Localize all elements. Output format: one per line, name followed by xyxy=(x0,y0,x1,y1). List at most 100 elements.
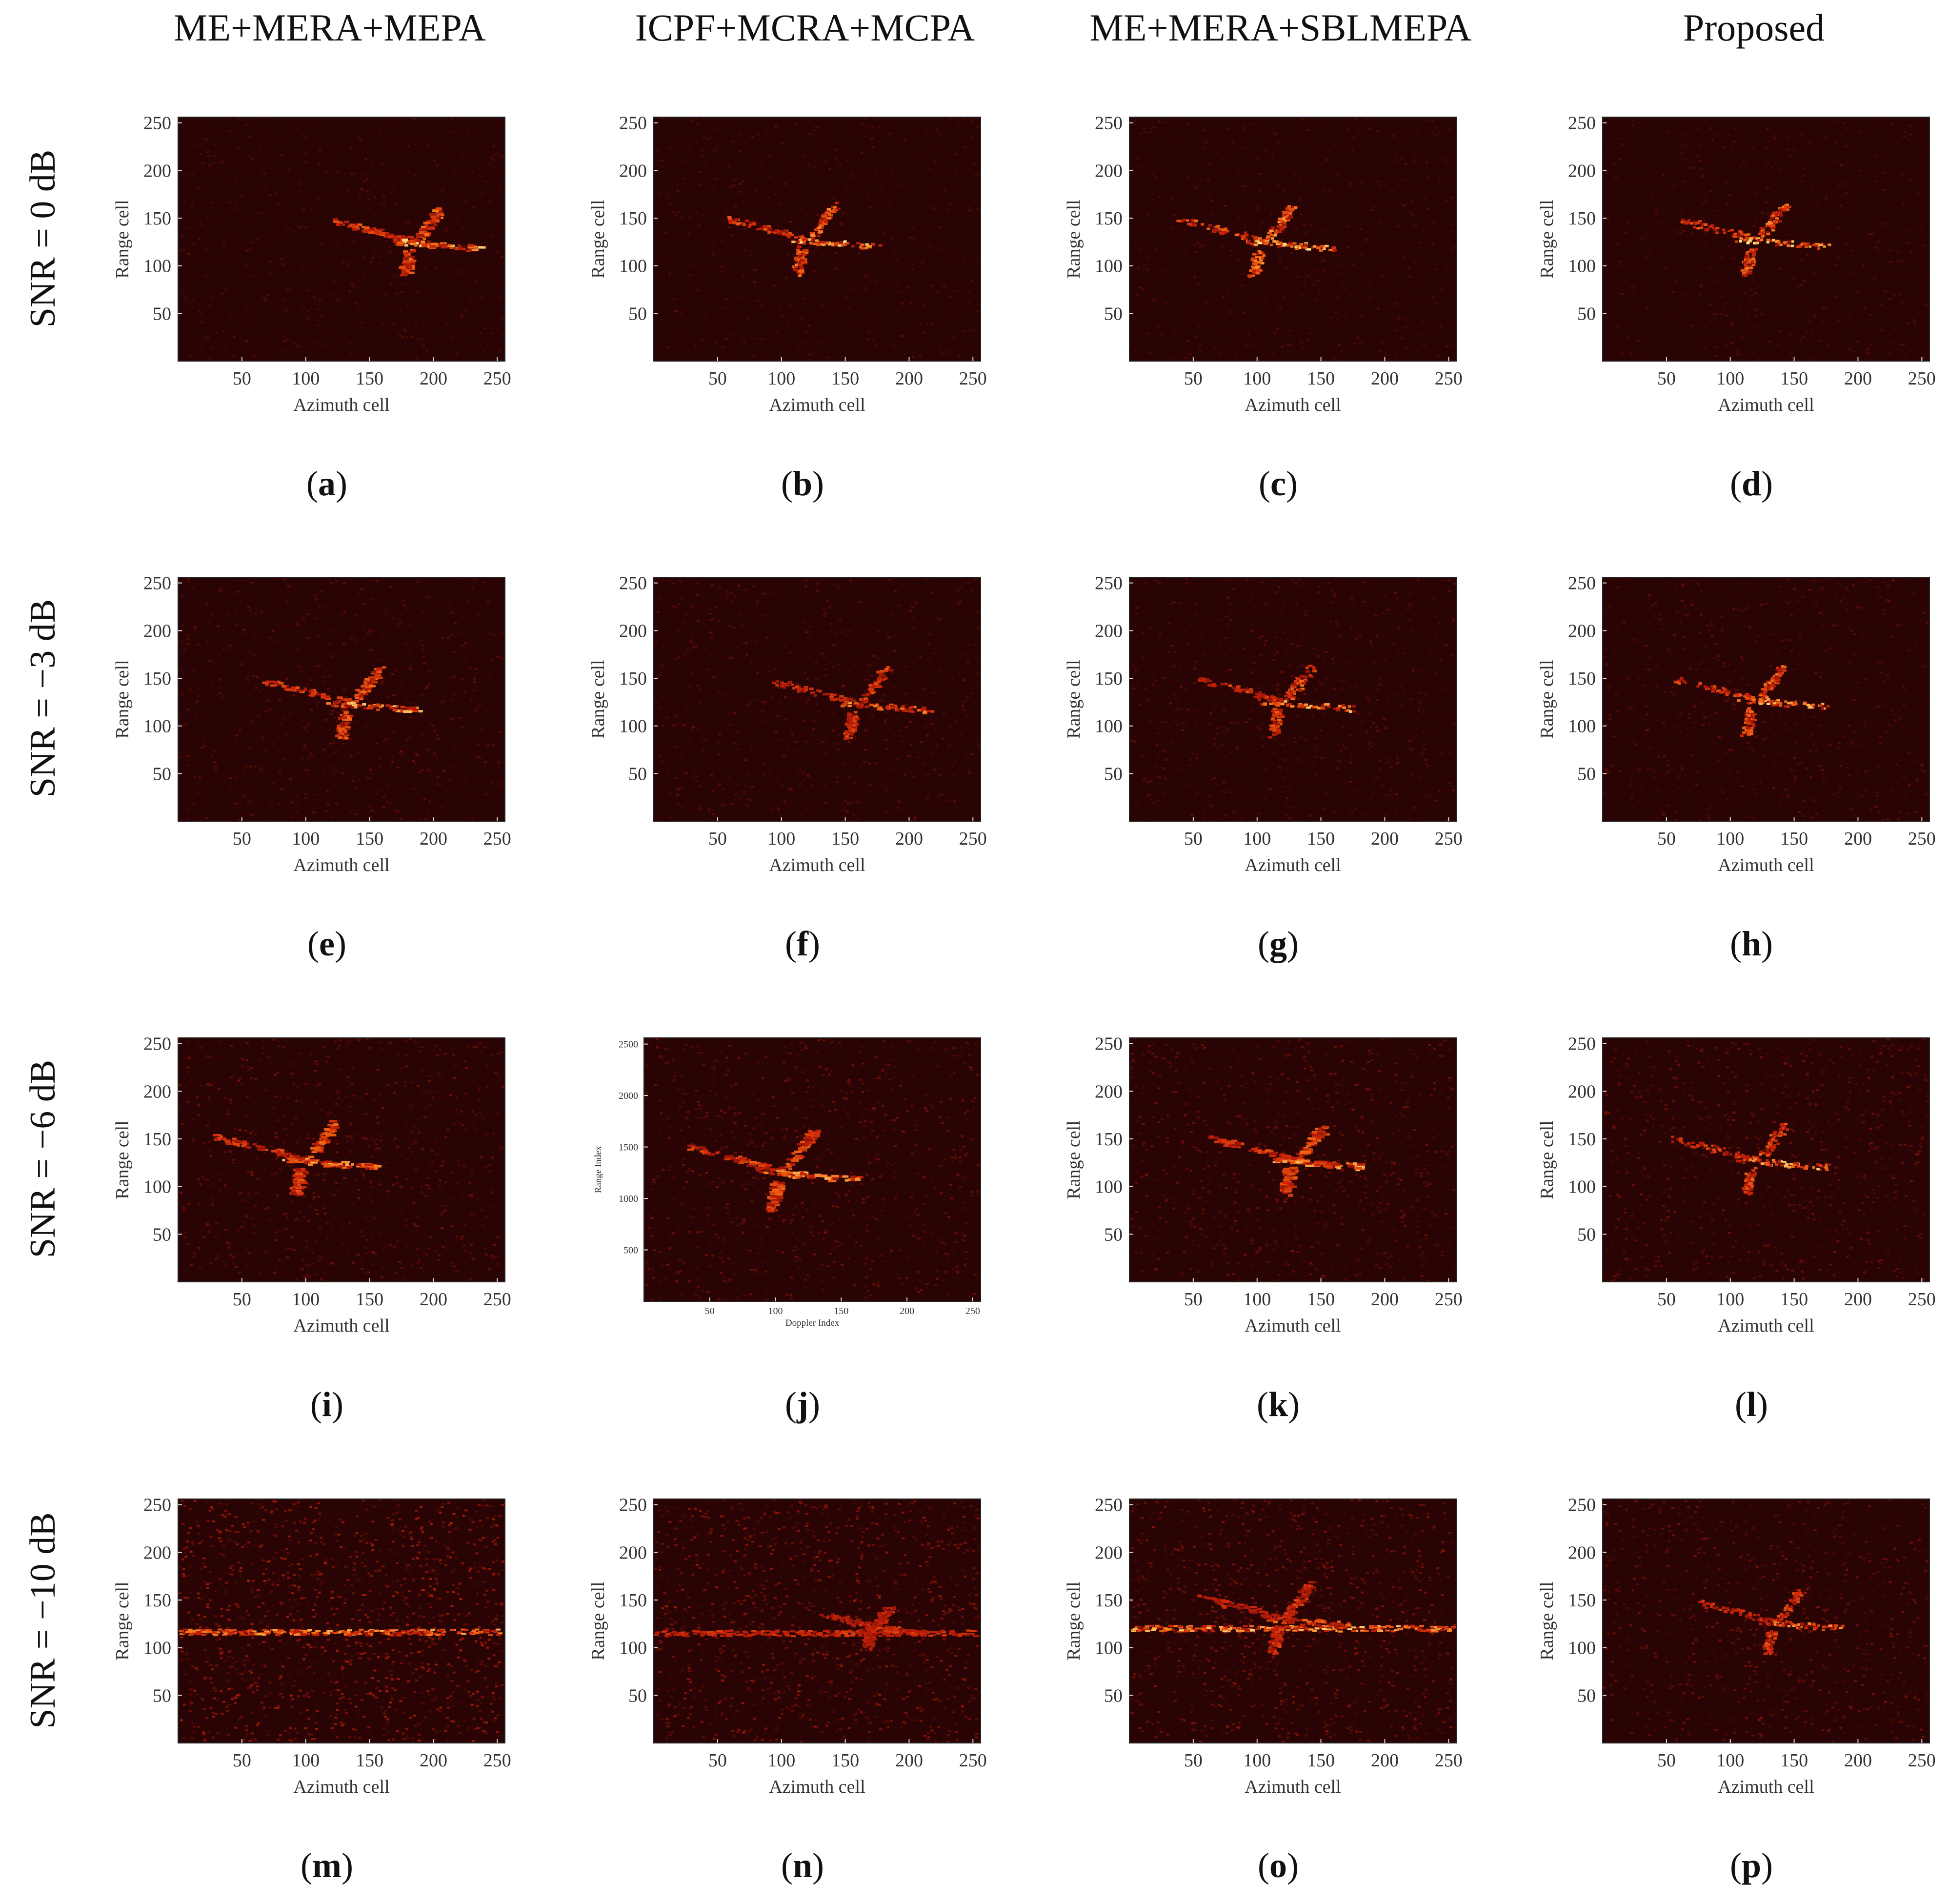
y-tick-label: 200 xyxy=(143,621,171,641)
x-tick-label: 50 xyxy=(233,829,251,849)
column-title: ICPF+MCRA+MCPA xyxy=(585,6,1025,50)
x-tick-label: 50 xyxy=(1657,829,1676,849)
y-tick-label: 50 xyxy=(153,304,171,324)
subfigure-letter: n xyxy=(793,1846,812,1885)
y-tick-label: 100 xyxy=(143,1177,171,1197)
x-tick-label: 200 xyxy=(420,368,447,389)
subfigure-letter: k xyxy=(1268,1385,1288,1424)
x-axis-title: Azimuth cell xyxy=(1718,855,1814,875)
heatmap-background xyxy=(654,1499,981,1743)
y-axis-title: Range cell xyxy=(1537,1581,1557,1660)
x-axis-title: Azimuth cell xyxy=(769,1777,865,1797)
y-tick-label: 200 xyxy=(1568,161,1596,181)
y-axis-title: Range cell xyxy=(1537,660,1557,738)
y-tick-label: 50 xyxy=(628,1685,647,1706)
x-tick-label: 100 xyxy=(292,829,320,849)
x-tick-label: 200 xyxy=(1844,1750,1872,1771)
y-tick-label: 50 xyxy=(1104,1224,1123,1245)
subfigure-label: (a) xyxy=(254,464,400,504)
heatmap-background xyxy=(644,1038,981,1301)
y-tick-label: 100 xyxy=(1095,1177,1123,1197)
subfigure-letter: o xyxy=(1269,1846,1287,1885)
x-tick-label: 150 xyxy=(831,368,859,389)
heatmap-background xyxy=(1603,117,1929,361)
y-tick-label: 50 xyxy=(1104,764,1123,784)
subfigure-letter: j xyxy=(797,1385,808,1424)
x-tick-label: 100 xyxy=(1716,368,1744,389)
y-tick-label: 50 xyxy=(1104,304,1123,324)
x-axis-title: Azimuth cell xyxy=(1718,1777,1814,1797)
subfigure-letter: d xyxy=(1742,464,1761,503)
x-tick-label: 50 xyxy=(705,1306,715,1317)
subfigure-label: (h) xyxy=(1678,924,1825,964)
x-tick-label: 150 xyxy=(356,1289,383,1310)
x-tick-label: 200 xyxy=(895,1750,923,1771)
subfigure-label: (f) xyxy=(729,924,876,964)
y-tick-label: 250 xyxy=(1095,1495,1123,1516)
x-tick-label: 200 xyxy=(1844,829,1872,849)
x-tick-label: 150 xyxy=(834,1306,848,1317)
y-tick-label: 50 xyxy=(153,1685,171,1706)
x-tick-label: 150 xyxy=(1780,1289,1808,1310)
x-tick-label: 100 xyxy=(1716,1289,1744,1310)
y-tick-label: 200 xyxy=(1568,1542,1596,1563)
subfigure-letter: i xyxy=(322,1385,332,1424)
y-tick-label: 150 xyxy=(619,668,647,689)
x-tick-label: 250 xyxy=(1908,1750,1936,1771)
y-axis-title: Range Index xyxy=(593,1146,603,1193)
x-tick-label: 250 xyxy=(483,829,511,849)
x-tick-label: 200 xyxy=(1371,1289,1399,1310)
x-tick-label: 50 xyxy=(1184,829,1203,849)
x-axis-title: Azimuth cell xyxy=(293,855,389,875)
x-tick-label: 200 xyxy=(1844,368,1872,389)
y-tick-label: 150 xyxy=(143,1590,171,1611)
y-axis-title: Range cell xyxy=(588,1581,608,1660)
y-axis-title: Range cell xyxy=(1537,200,1557,278)
x-tick-label: 150 xyxy=(1780,368,1808,389)
x-axis-title: Azimuth cell xyxy=(1718,1316,1814,1336)
y-axis-title: Range cell xyxy=(1064,200,1084,278)
x-tick-label: 250 xyxy=(1435,1750,1463,1771)
subfigure-label: (i) xyxy=(254,1384,400,1425)
y-tick-label: 50 xyxy=(1577,1224,1596,1245)
column-title: ME+MERA+MEPA xyxy=(110,6,549,50)
x-tick-label: 100 xyxy=(767,829,795,849)
x-tick-label: 100 xyxy=(292,1750,320,1771)
subfigure-letter: p xyxy=(1742,1846,1761,1885)
y-tick-label: 250 xyxy=(619,573,647,594)
x-tick-label: 100 xyxy=(292,368,320,389)
y-tick-label: 100 xyxy=(1568,1638,1596,1659)
y-tick-label: 100 xyxy=(143,1638,171,1659)
column-title: ME+MERA+SBLMEPA xyxy=(1061,6,1500,50)
x-axis-title: Azimuth cell xyxy=(1245,855,1341,875)
y-tick-label: 150 xyxy=(143,208,171,229)
y-tick-label: 50 xyxy=(1104,1685,1123,1706)
x-tick-label: 150 xyxy=(1307,368,1335,389)
x-tick-label: 200 xyxy=(1371,1750,1399,1771)
x-tick-label: 150 xyxy=(1307,829,1335,849)
x-tick-label: 250 xyxy=(959,829,987,849)
y-tick-label: 50 xyxy=(153,1224,171,1245)
y-tick-label: 250 xyxy=(1568,1495,1596,1516)
x-tick-label: 150 xyxy=(1307,1750,1335,1771)
heatmap-background xyxy=(178,117,505,361)
subfigure-label: (m) xyxy=(254,1845,400,1886)
subfigure-letter: g xyxy=(1269,924,1287,963)
x-tick-label: 200 xyxy=(895,368,923,389)
y-axis-title: Range cell xyxy=(1064,1581,1084,1660)
y-tick-label: 100 xyxy=(1095,1638,1123,1659)
y-tick-label: 250 xyxy=(143,1034,171,1054)
x-axis-title: Azimuth cell xyxy=(293,1777,389,1797)
